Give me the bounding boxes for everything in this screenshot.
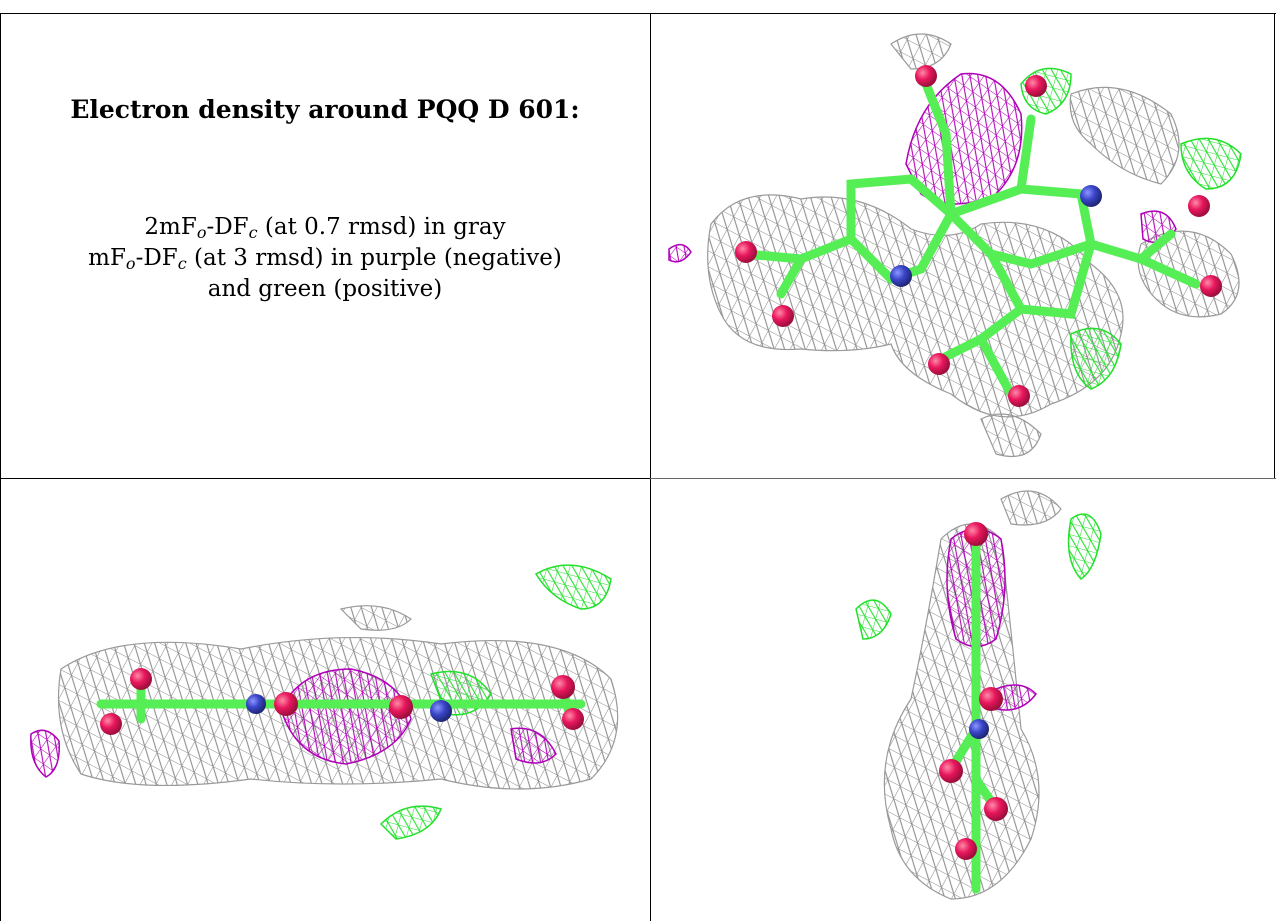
legend-positive: and green (positive): [207, 276, 443, 302]
density-panel-side-view: [1, 479, 650, 921]
caption-title: Electron density around PQQ D 601:: [70, 95, 580, 124]
density-panel-end-view: [651, 479, 1274, 921]
table-border-left: [0, 13, 1, 921]
oxygen-atom: [274, 692, 298, 716]
legend-fofc-sub-c: c: [177, 254, 187, 273]
oxygen-atom: [772, 305, 794, 327]
legend-2fofc-suffix: (at 0.7 rmsd) in gray: [257, 214, 506, 240]
mesh-negative-purple: [30, 668, 557, 778]
legend-2fofc: 2mFo-DFc (at 0.7 rmsd) in gray: [0, 212, 650, 243]
pqq-atoms: [939, 522, 1008, 860]
nitrogen-atom: [430, 700, 452, 722]
table-border-top: [0, 13, 650, 14]
density-panel-top-view: [651, 14, 1274, 478]
oxygen-atom: [100, 713, 122, 735]
table-divider-horizontal-right: [650, 478, 1276, 479]
oxygen-atom: [1188, 195, 1210, 217]
oxygen-atom: [130, 668, 152, 690]
mesh-2fofc-gray: [707, 33, 1240, 458]
nitrogen-atom: [969, 719, 989, 739]
oxygen-atom: [964, 522, 988, 546]
pqq-stick-model: [741, 79, 1201, 399]
oxygen-atom: [551, 675, 575, 699]
legend-fofc-sub-o: o: [125, 254, 136, 273]
legend-fofc-prefix: mF: [88, 245, 126, 271]
oxygen-atom: [984, 797, 1008, 821]
pqq-atoms: [735, 65, 1222, 407]
oxygen-atom: [928, 353, 950, 375]
oxygen-atom: [1008, 385, 1030, 407]
legend-fofc-mid: -DF: [135, 245, 178, 271]
nitrogen-atom: [246, 694, 266, 714]
nitrogen-atom: [1080, 185, 1102, 207]
oxygen-atom: [1025, 75, 1047, 97]
mesh-positive-green: [1020, 67, 1242, 390]
legend-2fofc-sub-c: c: [248, 223, 258, 242]
oxygen-atom: [562, 708, 584, 730]
caption-legend: 2mFo-DFc (at 0.7 rmsd) in gray mFo-DFc (…: [0, 212, 650, 305]
density-image-end-view: [855, 490, 1102, 900]
table-border-top-right: [650, 13, 1276, 14]
table-border-right: [1274, 13, 1275, 478]
legend-2fofc-sub-o: o: [196, 223, 207, 242]
legend-2fofc-mid: -DF: [206, 214, 249, 240]
legend-fofc: mFo-DFc (at 3 rmsd) in purple (negative): [0, 243, 650, 274]
oxygen-atom: [939, 759, 963, 783]
legend-2fofc-prefix: 2mF: [144, 214, 197, 240]
legend-fofc-suffix: (at 3 rmsd) in purple (negative): [186, 245, 562, 271]
oxygen-atom: [979, 687, 1003, 711]
oxygen-atom: [389, 695, 413, 719]
mesh-positive-green: [855, 513, 1102, 640]
density-image-side-view: [30, 564, 619, 840]
oxygen-atom: [915, 65, 937, 87]
density-image-top-view: [668, 33, 1242, 458]
table-divider-horizontal: [0, 478, 650, 479]
oxygen-atom: [1200, 275, 1222, 297]
table-divider-vertical: [650, 13, 651, 921]
caption-cell: Electron density around PQQ D 601: 2mFo-…: [0, 0, 650, 478]
pqq-atoms: [100, 668, 584, 735]
oxygen-atom: [955, 838, 977, 860]
nitrogen-atom: [890, 265, 912, 287]
oxygen-atom: [735, 241, 757, 263]
